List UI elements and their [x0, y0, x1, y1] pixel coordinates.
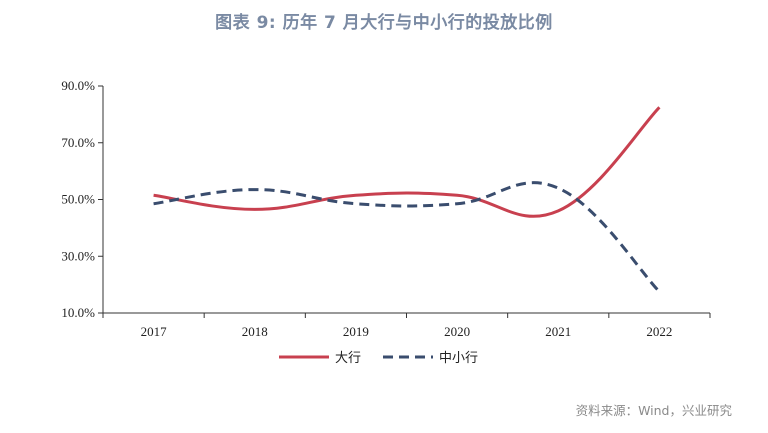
y-tick-label: 30.0% — [61, 248, 95, 263]
chart-title: 图表 9: 历年 7 月大行与中小行的投放比例 — [215, 13, 553, 33]
legend-label: 大行 — [335, 351, 361, 366]
x-tick-label: 2020 — [444, 324, 470, 339]
x-tick-label: 2018 — [242, 324, 268, 339]
x-tick-label: 2019 — [343, 324, 369, 339]
series-lines — [153, 106, 661, 293]
y-tick-label: 90.0% — [61, 78, 95, 93]
y-tick-label: 50.0% — [61, 192, 95, 207]
axes: 10.0% 30.0% 50.0% 70.0% 90.0% 2017 2018 2019 202… — [61, 78, 711, 339]
legend-label: 中小行 — [439, 351, 478, 366]
x-tick-label: 2021 — [545, 324, 571, 339]
series-line-small-banks — [153, 181, 661, 293]
legend: 大行 中小行 — [279, 351, 478, 366]
x-tick-label: 2022 — [646, 324, 672, 339]
source-note: 资料来源：Wind，兴业研究 — [575, 403, 732, 418]
series-line-large-banks — [153, 106, 661, 218]
x-tick-label: 2017 — [141, 324, 168, 339]
y-tick-label: 10.0% — [61, 305, 95, 320]
y-tick-label: 70.0% — [61, 135, 95, 150]
